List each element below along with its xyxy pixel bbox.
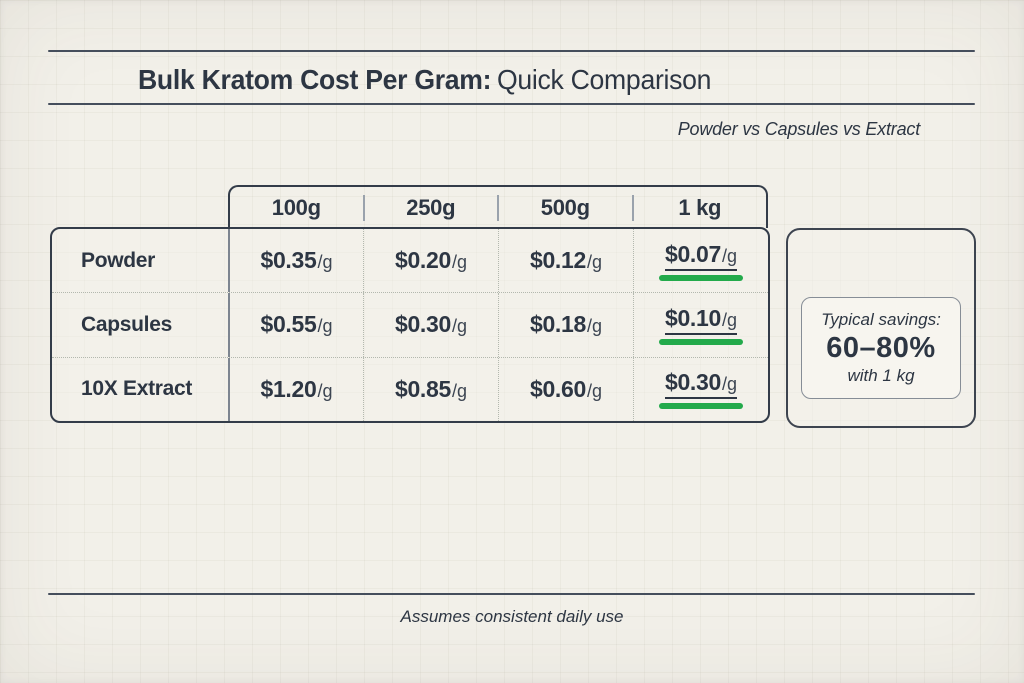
price-value: $0.18 — [529, 311, 587, 338]
price-unit: /g — [452, 252, 468, 273]
price-cell: $0.20/g — [363, 229, 498, 293]
price-value: $1.20 — [260, 375, 317, 402]
savings-label: Typical savings: — [821, 310, 941, 330]
price-unit: /g — [317, 380, 333, 401]
price-unit: /g — [317, 316, 333, 337]
savings-condition: with 1 kg — [847, 366, 915, 386]
price-unit: /g — [317, 252, 333, 273]
price-unit: /g — [722, 374, 738, 395]
table-row-powder: Powder $0.35/g $0.20/g $0.12/g $0.07/g — [52, 229, 768, 293]
footer-rule — [48, 593, 975, 595]
column-header-500g: 500g — [540, 194, 590, 220]
price-value: $0.12 — [529, 247, 587, 274]
header-divider — [497, 194, 499, 221]
price-value: $0.35 — [260, 247, 317, 274]
title-underline-rule — [48, 103, 975, 105]
price-unit: /g — [587, 380, 603, 401]
price-value: $0.55 — [260, 311, 317, 338]
header-divider — [362, 194, 365, 221]
price-cell: $0.30/g — [363, 293, 498, 357]
price-value: $0.85 — [394, 375, 452, 402]
row-label: Powder — [81, 248, 156, 272]
price-unit: /g — [587, 316, 603, 337]
best-price-highlight-bar — [659, 274, 743, 281]
price-unit: /g — [452, 316, 468, 337]
header-divider — [631, 194, 634, 221]
price-unit: /g — [722, 309, 738, 330]
price-value: $0.07 — [664, 240, 722, 267]
price-comparison-table: Powder $0.35/g $0.20/g $0.12/g $0.07/g C… — [50, 227, 770, 423]
price-unit: /g — [587, 252, 603, 273]
column-header-1kg: 1 kg — [678, 194, 722, 220]
price-unit: /g — [452, 380, 468, 401]
subtitle: Powder vs Capsules vs Extract — [677, 119, 920, 139]
savings-callout-card: Typical savings: 60–80% with 1 kg — [786, 228, 976, 428]
row-label: Capsules — [81, 312, 172, 336]
price-cell-best-value: $0.07/g — [633, 229, 768, 293]
best-price-highlight-bar — [659, 403, 743, 410]
table-row-extract: 10X Extract $1.20/g $0.85/g $0.60/g $0.3… — [52, 356, 768, 421]
row-label: 10X Extract — [81, 377, 193, 401]
column-header-250g: 250g — [406, 194, 456, 220]
price-cell: $0.55/g — [228, 293, 363, 357]
price-unit: /g — [722, 245, 738, 266]
page-title-regular: Quick Comparison — [496, 64, 712, 95]
price-cell: $1.20/g — [228, 357, 363, 421]
price-value: $0.60 — [529, 375, 587, 402]
page-title-bold: Bulk Kratom Cost Per Gram: — [138, 64, 492, 95]
price-value: $0.30 — [664, 369, 722, 396]
price-cell: $0.35/g — [228, 229, 363, 293]
page-title: Bulk Kratom Cost Per Gram: Quick Comparis… — [138, 64, 711, 96]
table-header-row: 100g 250g 500g 1 kg — [228, 185, 768, 228]
footnote: Assumes consistent daily use — [400, 607, 624, 626]
price-value: $0.30 — [394, 311, 452, 338]
top-rule — [48, 50, 975, 52]
price-value: $0.10 — [664, 304, 722, 331]
price-cell: $0.12/g — [498, 229, 633, 293]
price-cell: $0.60/g — [498, 357, 633, 421]
table-row-capsules: Capsules $0.55/g $0.30/g $0.18/g $0.10/g — [52, 292, 768, 357]
best-price-highlight-bar — [659, 338, 743, 345]
column-header-100g: 100g — [271, 194, 321, 220]
price-cell-best-value: $0.10/g — [633, 293, 768, 357]
price-cell: $0.18/g — [498, 293, 633, 357]
price-cell-best-value: $0.30/g — [633, 357, 768, 421]
price-value: $0.20 — [394, 247, 452, 274]
savings-callout-inner-box: Typical savings: 60–80% with 1 kg — [801, 297, 961, 399]
price-cell: $0.85/g — [363, 357, 498, 421]
savings-value: 60–80% — [826, 331, 936, 364]
